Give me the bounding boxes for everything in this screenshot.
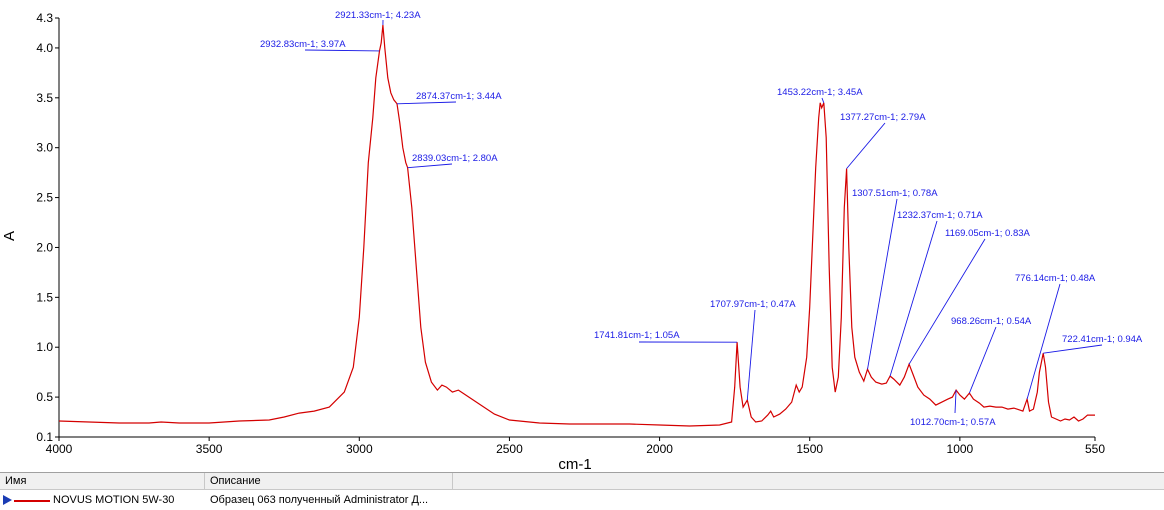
y-tick-label: 4.3: [36, 11, 53, 25]
spectrum-chart: 4000 3500 3000 2500 2000 1500 1000 550 0.1 0.5 1.0…: [0, 0, 1164, 472]
chart-axes: [59, 18, 1095, 437]
y-tick-label: 0.5: [36, 390, 53, 404]
peak-leader-line: [868, 199, 897, 369]
legend-header-desc[interactable]: Описание: [205, 473, 453, 490]
legend-header-name[interactable]: Имя: [0, 473, 205, 490]
legend-header-name-label: Имя: [5, 475, 26, 487]
peak-leader-line: [1043, 345, 1102, 353]
y-tick-label: 3.0: [36, 141, 53, 155]
peak-leader-line: [890, 221, 937, 376]
y-tick-label: 2.5: [36, 191, 53, 205]
x-tick-label: 3500: [196, 442, 223, 456]
y-tick-label: 3.5: [36, 91, 53, 105]
peak-leader-line: [909, 239, 985, 364]
peak-label: 1707.97cm-1; 0.47A: [710, 299, 796, 310]
peak-label: 1453.22cm-1; 3.45A: [777, 87, 863, 98]
y-tick-label: 4.0: [36, 41, 53, 55]
peak-leader-line: [969, 327, 996, 393]
peak-leader-line: [1027, 284, 1060, 399]
y-tick-label: 0.1: [36, 430, 53, 444]
legend-header-spacer: [453, 473, 1164, 490]
peak-leader-line: [955, 390, 956, 413]
peak-leader-line: [822, 98, 824, 103]
x-tick-label: 1500: [796, 442, 823, 456]
peak-label: 1377.27cm-1; 2.79A: [840, 112, 926, 123]
peak-label: 1741.81cm-1; 1.05A: [594, 330, 680, 341]
peak-label: 1232.37cm-1; 0.71A: [897, 210, 983, 221]
peak-label: 2874.37cm-1; 3.44A: [416, 91, 502, 102]
series-line-novus-motion: [59, 25, 1095, 426]
peak-leader-line: [847, 123, 885, 169]
peak-label: 1169.05cm-1; 0.83A: [945, 228, 1031, 239]
peak-leader-line: [408, 164, 452, 168]
x-axis-label: cm-1: [558, 456, 591, 472]
x-tick-label: 550: [1085, 442, 1105, 456]
legend-row-name[interactable]: NOVUS MOTION 5W-30: [53, 491, 174, 510]
chart-annotations: 2921.33cm-1; 4.23A 2932.83cm-1; 3.97A 2874…: [260, 10, 1143, 428]
x-tick-label: 2500: [496, 442, 523, 456]
chart-series: [59, 25, 1095, 426]
x-tick-label: 4000: [46, 442, 73, 456]
x-tick-label: 2000: [646, 442, 673, 456]
series-color-swatch-icon: [14, 500, 50, 502]
peak-label: 2921.33cm-1; 4.23A: [335, 10, 421, 21]
legend-panel: Имя Описание NOVUS MOTION 5W-30 Образец …: [0, 472, 1164, 510]
y-axis-label: A: [1, 231, 18, 241]
x-tick-label: 1000: [947, 442, 974, 456]
current-row-arrow-icon: [3, 495, 12, 505]
legend-header-desc-label: Описание: [210, 475, 261, 487]
y-tick-label: 1.5: [36, 290, 53, 304]
peak-label: 1307.51cm-1; 0.78A: [852, 188, 938, 199]
peak-label: 2932.83cm-1; 3.97A: [260, 39, 346, 50]
peak-label: 1012.70cm-1; 0.57A: [910, 417, 996, 428]
peak-leader-line: [747, 310, 755, 400]
peak-leader-line: [305, 50, 379, 51]
peak-label: 968.26cm-1; 0.54A: [951, 316, 1032, 327]
peak-label: 2839.03cm-1; 2.80A: [412, 153, 498, 164]
y-tick-label: 2.0: [36, 240, 53, 254]
y-tick-label: 1.0: [36, 340, 53, 354]
legend-row-desc[interactable]: Образец 063 полученный Administrator Д..…: [210, 491, 428, 510]
peak-leader-line: [397, 102, 456, 104]
x-tick-label: 3000: [346, 442, 373, 456]
peak-label: 722.41cm-1; 0.94A: [1062, 334, 1143, 345]
peak-label: 776.14cm-1; 0.48A: [1015, 273, 1096, 284]
